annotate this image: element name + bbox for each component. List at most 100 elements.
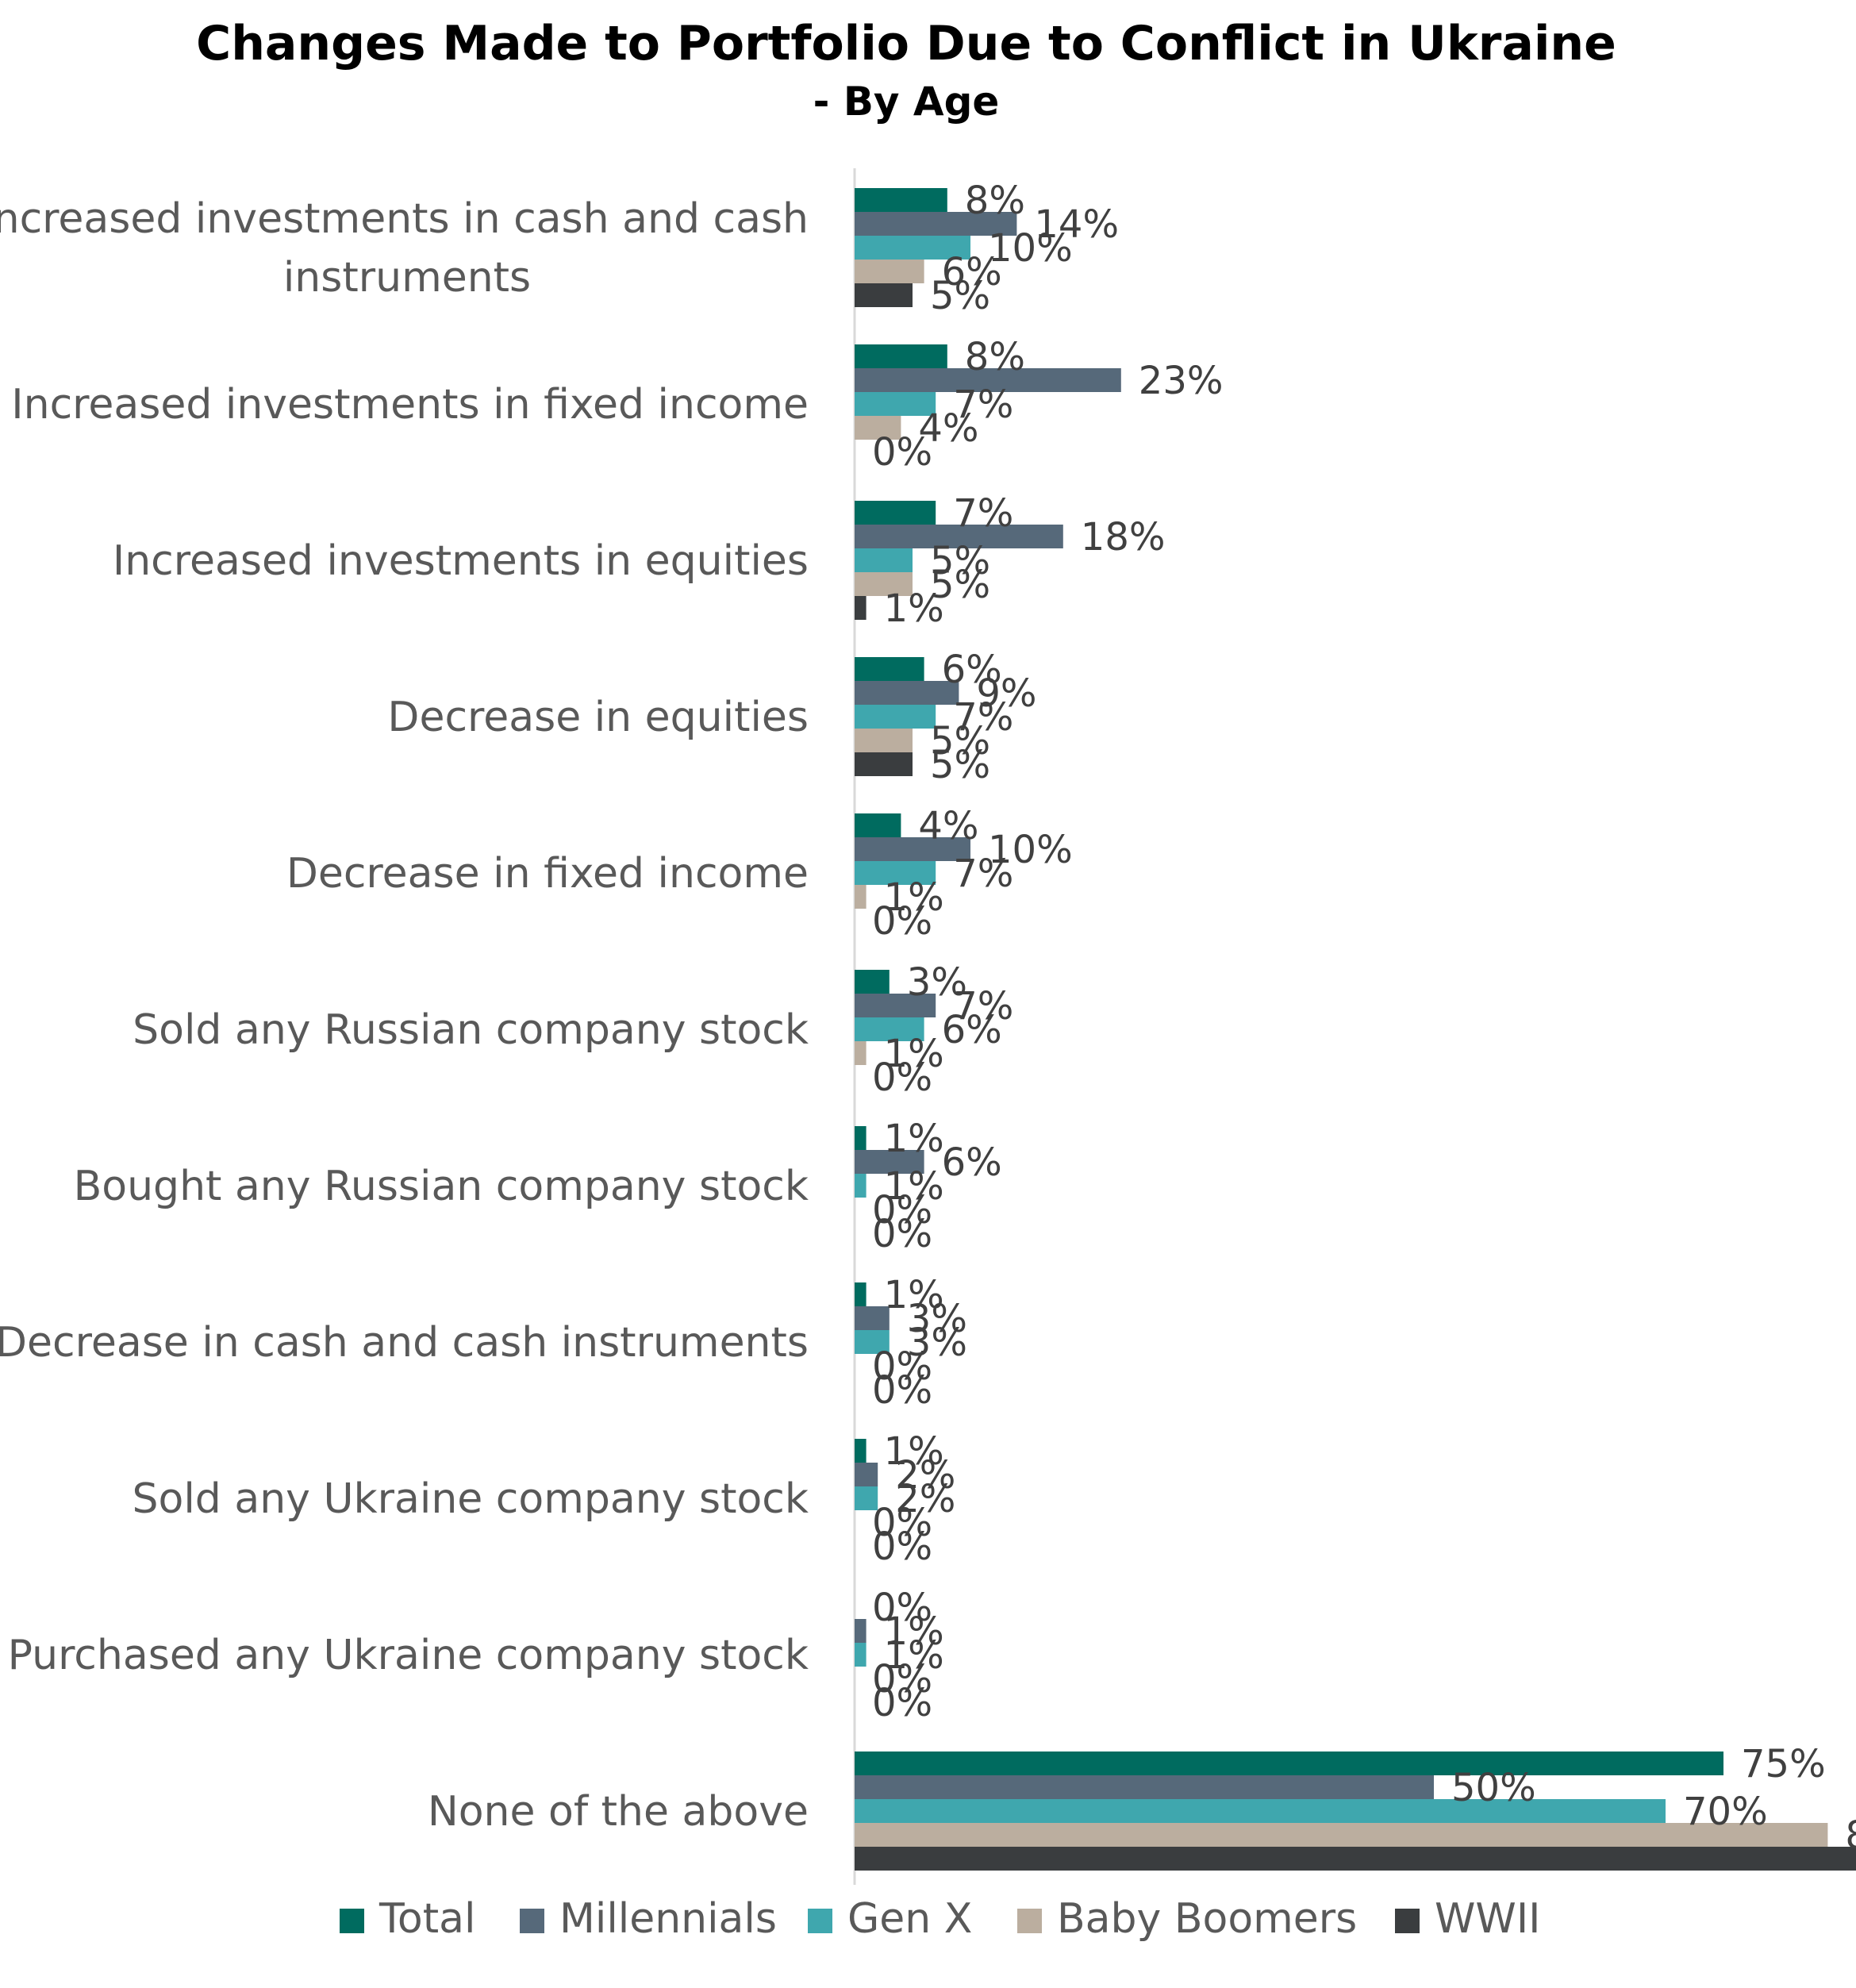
data-label: 1% [884,1609,944,1654]
bar [855,970,890,994]
data-label: 7% [953,383,1013,427]
bar [855,1282,867,1306]
data-label: 0% [872,1501,932,1545]
bar [855,344,947,368]
value-labels-group: 8%14%10%6%5%8%23%7%4%0%7%18%5%5%1%6%9%7%… [872,179,1856,1858]
data-label: 8% [965,179,1025,223]
bar [855,681,959,705]
legend-entry: Millennials [559,1895,777,1943]
bar [855,657,924,681]
bar [855,1306,890,1330]
data-label: 0% [872,1586,932,1630]
bar [855,1486,878,1510]
bar [855,1463,878,1486]
data-label: 7% [953,491,1013,536]
bar [855,729,913,752]
data-label: 1% [884,875,944,920]
data-label: 1% [884,1429,944,1474]
data-label: 6% [942,250,1002,294]
data-label: 5% [930,719,990,763]
legend-entry: Total [379,1895,475,1943]
data-label: 6% [942,1140,1002,1185]
category-label: Decrease in equities [387,694,809,741]
data-label: 10% [988,828,1073,872]
legend-swatch [1017,1909,1042,1933]
category-label: Decrease in fixed income [286,850,809,898]
bar [855,1150,924,1174]
data-label: 5% [930,743,990,787]
legend-swatch [520,1909,544,1933]
data-label: 0% [872,1212,932,1256]
data-label: 4% [918,804,978,848]
category-labels-group: Increased investments in cash and cash in… [0,195,809,1836]
bar [855,548,913,572]
data-label: 6% [942,1008,1002,1052]
bar [855,416,901,440]
legend-entry: Gen X [847,1895,972,1943]
data-label: 0% [872,1056,932,1100]
bar [855,1799,1666,1823]
data-label: 7% [953,984,1013,1029]
bar [855,885,867,909]
bar [855,1174,867,1198]
bar [855,1439,867,1463]
data-label: 84% [1845,1813,1856,1858]
bar [855,705,936,729]
data-label: 7% [953,852,1013,896]
category-label: Increased investments in fixed income [11,381,809,429]
data-label: 23% [1139,359,1224,403]
data-label: 1% [884,1164,944,1209]
bar [855,1643,867,1667]
data-label: 75% [1741,1742,1826,1786]
data-label: 1% [884,586,944,631]
bar [855,1017,924,1041]
bar [855,813,901,837]
bar [855,188,947,212]
category-label: Bought any Russian company stock [74,1163,809,1210]
bar [855,368,1121,392]
bar [855,212,1017,236]
legend: Total Millennials Gen X Baby Boomers WWII [340,1895,1541,1943]
bar [855,525,1063,548]
data-label: 1% [884,1273,944,1317]
legend-entry: WWII [1435,1895,1541,1943]
data-label: 50% [1451,1766,1536,1810]
bar [855,1823,1828,1847]
data-label: 0% [872,1344,932,1389]
data-label: 3% [907,960,967,1005]
bar [855,596,867,620]
data-label: 8% [965,335,1025,379]
legend-swatch [340,1909,364,1933]
category-label: instruments [283,254,531,302]
bar [855,1619,867,1643]
bar [855,1126,867,1150]
data-label: 2% [895,1453,955,1498]
legend-swatch [808,1909,832,1933]
bar [855,1330,890,1354]
data-label: 1% [884,1633,944,1678]
data-label: 0% [872,1188,932,1232]
bar [855,861,936,885]
chart-subtitle: - By Age [813,79,1000,125]
category-label: Increased investments in equities [113,537,809,585]
data-label: 2% [895,1477,955,1521]
bar [855,392,936,416]
data-label: 5% [930,539,990,583]
bar [855,283,913,307]
data-label: 0% [872,1657,932,1702]
data-label: 70% [1683,1790,1768,1834]
data-label: 7% [953,695,1013,740]
data-label: 10% [988,226,1073,271]
category-label: Purchased any Ukraine company stock [8,1632,809,1679]
category-label: None of the above [428,1788,809,1836]
data-label: 18% [1081,515,1166,559]
bar [855,752,913,776]
bar [855,1847,1856,1871]
bar [855,1752,1723,1775]
bar [855,236,970,260]
legend-entry: Baby Boomers [1057,1895,1357,1943]
data-label: 0% [872,899,932,944]
data-label: 9% [976,671,1036,716]
bar [855,572,913,596]
